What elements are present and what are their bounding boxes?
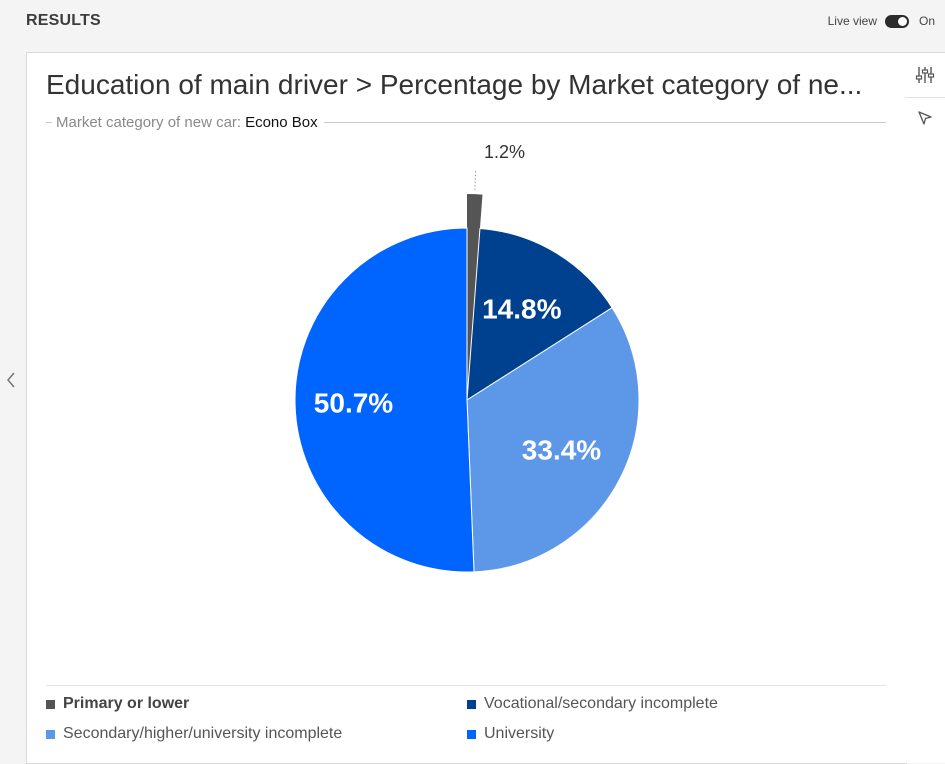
pie-slice[interactable] [466, 307, 640, 573]
legend-item[interactable]: Vocational/secondary incomplete [467, 695, 718, 713]
legend-swatch [467, 729, 476, 739]
toolbar-divider [905, 97, 945, 98]
slice-label: 1.2% [484, 142, 525, 162]
pie-slice[interactable] [466, 227, 613, 401]
legend-item[interactable]: Primary or lower [46, 695, 189, 713]
slice-label: 50.7% [314, 387, 393, 418]
live-view-label: Live view [827, 14, 877, 28]
settings-sliders-icon[interactable] [905, 55, 945, 95]
pie-chart: 1.2% 14.8% 33.4% 50.7% [294, 142, 640, 573]
legend-item[interactable]: Secondary/higher/university incomplete [46, 725, 342, 743]
legend-swatch [46, 699, 55, 709]
legend-swatch [467, 699, 476, 709]
slice-label: 33.4% [522, 434, 601, 465]
legend-swatch [46, 729, 55, 739]
filter-dash [46, 121, 52, 123]
filter-divider [323, 121, 886, 123]
filter-row: Market category of new car: Econo Box [46, 113, 886, 131]
pointer-icon[interactable] [905, 98, 945, 138]
slice-label: 14.8% [482, 294, 561, 325]
legend-label: University [484, 725, 555, 742]
collapse-left-icon[interactable] [4, 370, 18, 390]
legend-label: Secondary/higher/university incomplete [63, 725, 343, 742]
label-leader-line [474, 170, 477, 191]
legend-label: Primary or lower [63, 695, 190, 712]
live-view-toggle[interactable]: Live view On [828, 14, 935, 28]
right-toolbar [905, 52, 945, 763]
filter-label: Market category of new car: [56, 113, 242, 131]
filter-value: Econo Box [245, 113, 318, 131]
results-header: RESULTS Live view On [0, 0, 945, 44]
legend-divider [46, 685, 886, 686]
legend-label: Vocational/secondary incomplete [484, 695, 718, 712]
results-title: RESULTS [26, 12, 101, 29]
chart-title: Education of main driver > Percentage by… [46, 69, 863, 100]
live-view-state: On [918, 14, 935, 28]
legend-item[interactable]: University [467, 725, 554, 743]
chart-panel: Education of main driver > Percentage by… [26, 52, 907, 764]
toggle-knob [897, 16, 907, 26]
toggle-switch[interactable] [884, 14, 909, 28]
pie-slice[interactable] [294, 227, 475, 573]
